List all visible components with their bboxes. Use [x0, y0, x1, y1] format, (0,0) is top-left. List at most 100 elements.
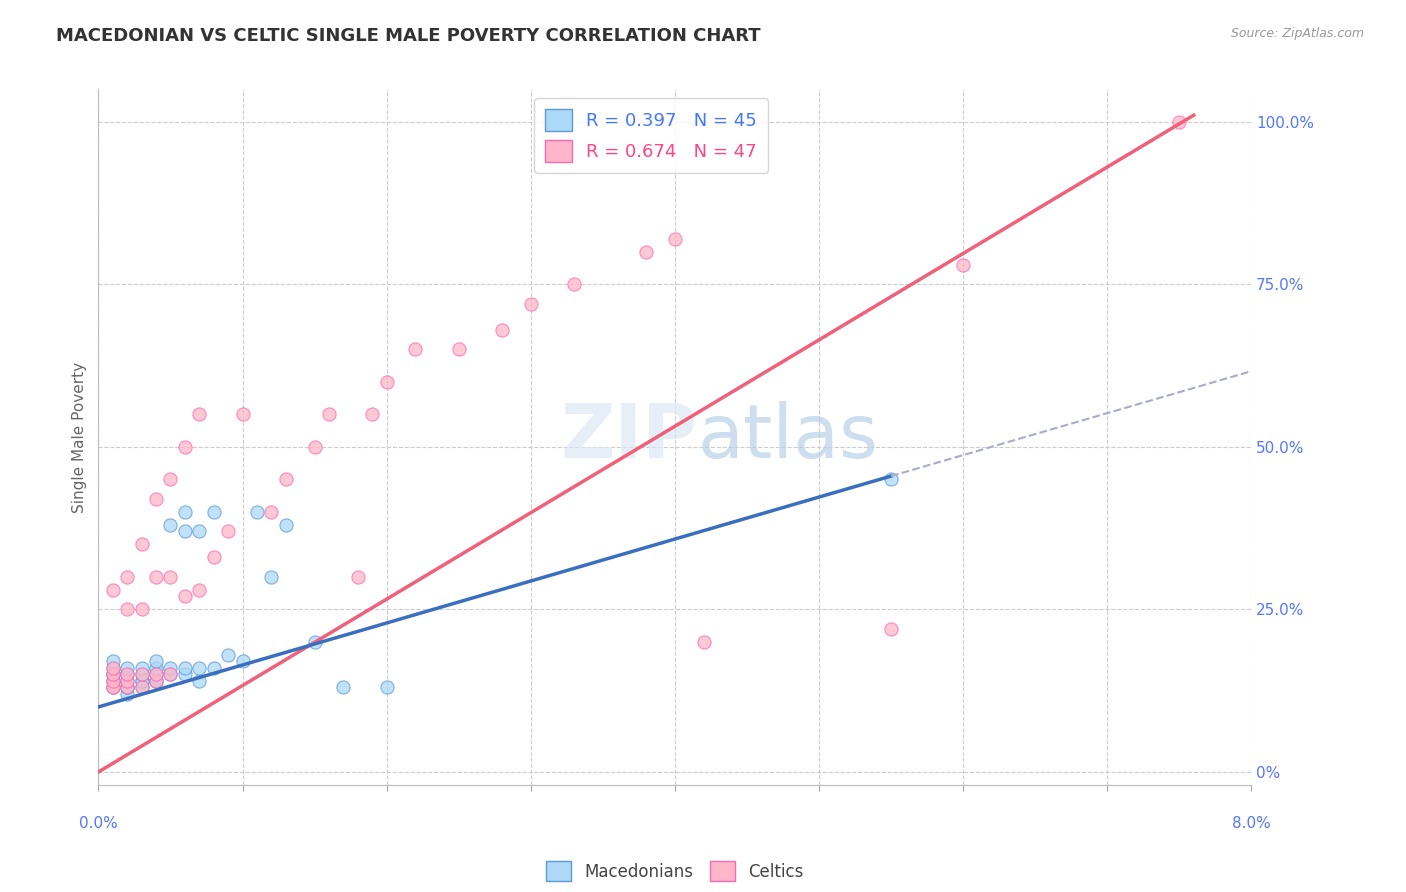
Point — [101, 661, 124, 675]
Text: 0.0%: 0.0% — [79, 816, 118, 831]
Point — [260, 570, 283, 584]
Point — [131, 537, 153, 551]
Point — [231, 407, 254, 421]
Point — [260, 505, 283, 519]
Text: Source: ZipAtlas.com: Source: ZipAtlas.com — [1230, 27, 1364, 40]
Point — [101, 673, 124, 688]
Point — [202, 661, 225, 675]
Point — [188, 524, 211, 539]
Point — [145, 661, 167, 675]
Point — [405, 343, 427, 357]
Text: 8.0%: 8.0% — [1232, 816, 1271, 831]
Point — [131, 673, 153, 688]
Point — [101, 661, 124, 675]
Point — [101, 667, 124, 681]
Point — [145, 667, 167, 681]
Point — [188, 673, 211, 688]
Text: ZIP: ZIP — [561, 401, 697, 474]
Point — [491, 323, 513, 337]
Point — [375, 375, 398, 389]
Point — [101, 673, 124, 688]
Point — [145, 673, 167, 688]
Point — [159, 661, 181, 675]
Point — [1168, 114, 1191, 128]
Point — [117, 661, 139, 675]
Point — [231, 654, 254, 668]
Point — [145, 673, 167, 688]
Point — [188, 661, 211, 675]
Point — [636, 244, 658, 259]
Point — [159, 667, 181, 681]
Point — [101, 667, 124, 681]
Point — [562, 277, 585, 292]
Point — [246, 505, 269, 519]
Point — [101, 654, 124, 668]
Point — [101, 673, 124, 688]
Point — [361, 407, 384, 421]
Point — [101, 667, 124, 681]
Point — [174, 505, 197, 519]
Point — [693, 635, 716, 649]
Point — [174, 440, 197, 454]
Point — [117, 681, 139, 695]
Point — [131, 602, 153, 616]
Point — [117, 673, 139, 688]
Point — [159, 472, 181, 486]
Y-axis label: Single Male Poverty: Single Male Poverty — [72, 361, 87, 513]
Point — [117, 681, 139, 695]
Point — [145, 570, 167, 584]
Point — [202, 505, 225, 519]
Point — [274, 517, 297, 532]
Point — [159, 517, 181, 532]
Point — [145, 667, 167, 681]
Point — [101, 681, 124, 695]
Point — [174, 524, 197, 539]
Point — [304, 440, 326, 454]
Point — [952, 258, 974, 272]
Point — [131, 667, 153, 681]
Legend: Macedonians, Celtics: Macedonians, Celtics — [540, 855, 810, 888]
Point — [332, 681, 354, 695]
Point — [202, 550, 225, 565]
Point — [159, 570, 181, 584]
Point — [131, 661, 153, 675]
Point — [304, 635, 326, 649]
Point — [174, 590, 197, 604]
Point — [520, 297, 543, 311]
Point — [101, 667, 124, 681]
Point — [101, 681, 124, 695]
Point — [664, 232, 686, 246]
Point — [131, 673, 153, 688]
Point — [101, 681, 124, 695]
Point — [346, 570, 368, 584]
Point — [131, 681, 153, 695]
Point — [447, 343, 470, 357]
Point — [188, 582, 211, 597]
Point — [217, 648, 239, 662]
Point — [117, 602, 139, 616]
Point — [880, 472, 903, 486]
Point — [117, 681, 139, 695]
Point — [880, 622, 903, 636]
Point — [159, 667, 181, 681]
Text: atlas: atlas — [697, 401, 879, 474]
Point — [145, 654, 167, 668]
Point — [131, 667, 153, 681]
Point — [117, 667, 139, 681]
Point — [101, 582, 124, 597]
Text: MACEDONIAN VS CELTIC SINGLE MALE POVERTY CORRELATION CHART: MACEDONIAN VS CELTIC SINGLE MALE POVERTY… — [56, 27, 761, 45]
Point — [274, 472, 297, 486]
Point — [318, 407, 340, 421]
Point — [131, 681, 153, 695]
Point — [117, 687, 139, 701]
Point — [174, 667, 197, 681]
Point — [375, 681, 398, 695]
Point — [145, 673, 167, 688]
Point — [217, 524, 239, 539]
Point — [117, 673, 139, 688]
Point — [188, 407, 211, 421]
Point — [117, 667, 139, 681]
Point — [145, 491, 167, 506]
Point — [117, 570, 139, 584]
Point — [174, 661, 197, 675]
